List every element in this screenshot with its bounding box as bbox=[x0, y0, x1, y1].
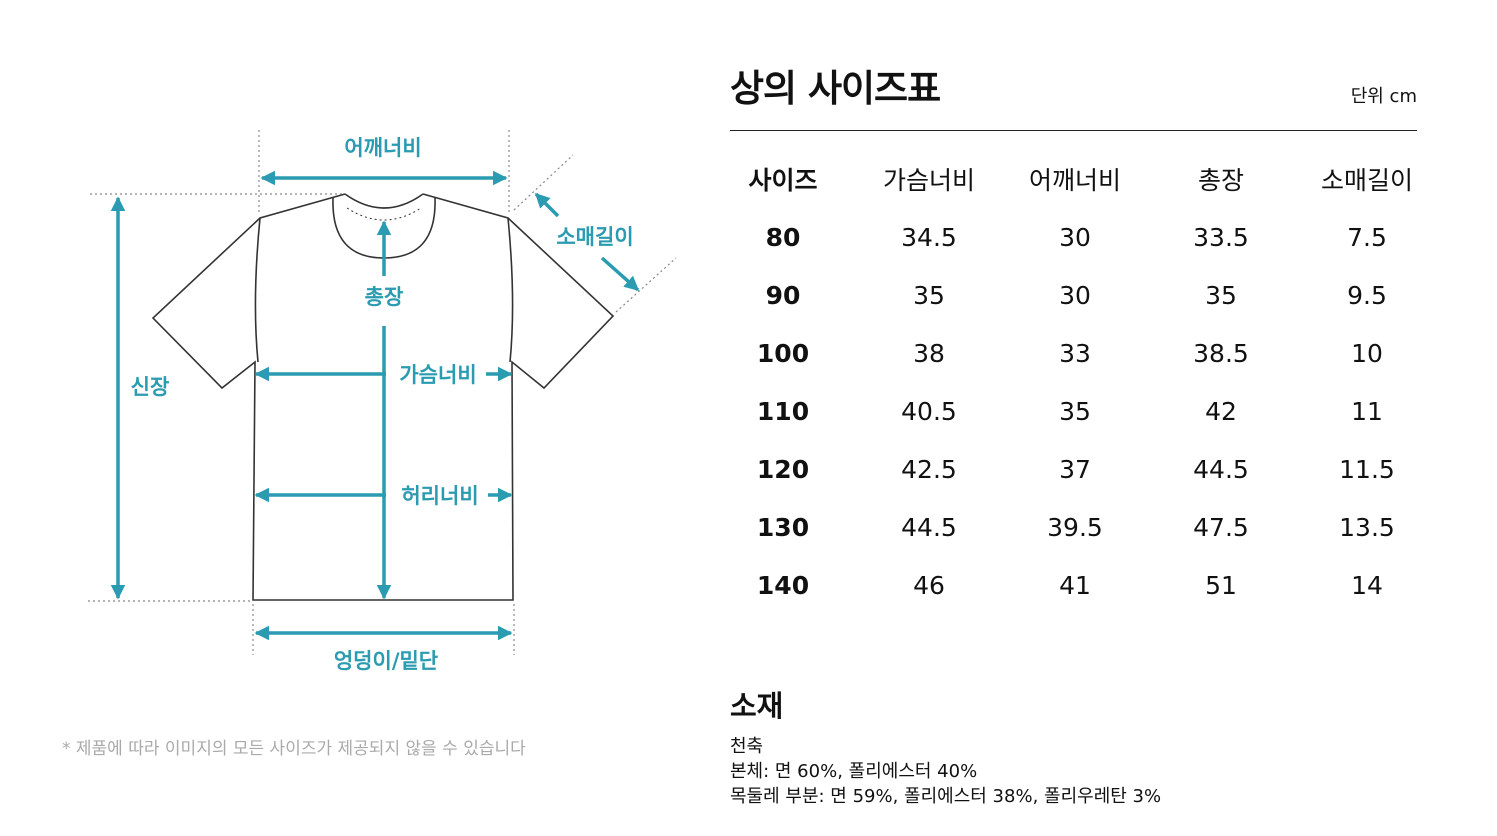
cell-length: 44.5 bbox=[1193, 454, 1249, 484]
measurement-arrows bbox=[110, 170, 640, 641]
header-shoulder: 어깨너비 bbox=[1028, 166, 1121, 195]
cell-shoulder: 30 bbox=[1059, 280, 1091, 310]
cell-sleeve: 13.5 bbox=[1339, 512, 1395, 542]
cell-size: 120 bbox=[756, 454, 810, 484]
length-label: 총장 bbox=[365, 285, 404, 309]
header-chest: 가슴너비 bbox=[882, 166, 975, 195]
disclaimer-note: * 제품에 따라 이미지의 모든 사이즈가 제공되지 않을 수 있습니다 bbox=[62, 739, 526, 759]
height-label: 신장 bbox=[131, 375, 170, 399]
material-line-neckline: 목둘레 부분: 면 59%, 폴리에스터 38%, 폴리우레탄 3% bbox=[730, 786, 1162, 807]
header-size: 사이즈 bbox=[748, 166, 818, 195]
table-row: 140 46 41 51 14 bbox=[710, 556, 1440, 614]
cell-shoulder: 30 bbox=[1059, 222, 1091, 252]
table-row: 90 35 30 35 9.5 bbox=[710, 266, 1440, 324]
material-details: 천축 본체: 면 60%, 폴리에스터 40% 목둘레 부분: 면 59%, 폴… bbox=[730, 734, 1161, 809]
chest-label: 가슴너비 bbox=[399, 363, 476, 387]
table-row: 100 38 33 38.5 10 bbox=[710, 324, 1440, 382]
cell-length: 35 bbox=[1205, 280, 1237, 310]
cell-length: 33.5 bbox=[1193, 222, 1249, 252]
hem-label: 엉덩이/밑단 bbox=[334, 649, 438, 673]
table-row: 80 34.5 30 33.5 7.5 bbox=[710, 208, 1440, 266]
cell-length: 47.5 bbox=[1193, 512, 1249, 542]
cell-sleeve: 9.5 bbox=[1347, 280, 1387, 310]
sleeve-arrow-up bbox=[534, 192, 560, 218]
cell-shoulder: 33 bbox=[1059, 338, 1091, 368]
cell-chest: 40.5 bbox=[901, 396, 957, 426]
size-table: 사이즈 가슴너비 어깨너비 총장 소매길이 80 34.5 30 33.5 7.… bbox=[710, 150, 1440, 614]
tshirt-measurement-diagram: 어깨너비 소매길이 총장 신장 가슴너비 허리너비 엉덩이/밑단 bbox=[88, 130, 677, 673]
material-line-body: 본체: 면 60%, 폴리에스터 40% bbox=[730, 761, 978, 782]
sleeve-label: 소매길이 bbox=[556, 225, 633, 249]
cell-sleeve: 10 bbox=[1351, 338, 1383, 368]
table-row: 120 42.5 37 44.5 11.5 bbox=[710, 440, 1440, 498]
title-divider bbox=[730, 130, 1417, 131]
cell-size: 100 bbox=[756, 338, 810, 368]
cell-sleeve: 11 bbox=[1351, 396, 1383, 426]
waist-label: 허리너비 bbox=[401, 484, 478, 508]
cell-length: 51 bbox=[1205, 570, 1237, 600]
unit-label: 단위 cm bbox=[1350, 86, 1417, 107]
size-chart-title: 상의 사이즈표 bbox=[730, 67, 941, 110]
cell-size: 130 bbox=[756, 512, 810, 542]
cell-sleeve: 14 bbox=[1351, 570, 1383, 600]
cell-size: 80 bbox=[765, 222, 801, 252]
cell-length: 42 bbox=[1205, 396, 1237, 426]
cell-shoulder: 37 bbox=[1059, 454, 1091, 484]
material-line-fabric: 천축 bbox=[730, 736, 764, 757]
cell-chest: 42.5 bbox=[901, 454, 957, 484]
table-row: 130 44.5 39.5 47.5 13.5 bbox=[710, 498, 1440, 556]
shoulder-label: 어깨너비 bbox=[344, 136, 421, 160]
cell-chest: 44.5 bbox=[901, 512, 957, 542]
cell-shoulder: 41 bbox=[1059, 570, 1091, 600]
cell-chest: 46 bbox=[913, 570, 945, 600]
cell-length: 38.5 bbox=[1193, 338, 1249, 368]
cell-shoulder: 35 bbox=[1059, 396, 1091, 426]
cell-sleeve: 7.5 bbox=[1347, 222, 1387, 252]
cell-chest: 38 bbox=[913, 338, 945, 368]
sleeve-arrow-down bbox=[600, 256, 640, 292]
guide-lines bbox=[88, 130, 677, 655]
cell-size: 110 bbox=[756, 396, 810, 426]
cell-sleeve: 11.5 bbox=[1339, 454, 1395, 484]
header-sleeve: 소매길이 bbox=[1320, 166, 1413, 195]
cell-shoulder: 39.5 bbox=[1047, 512, 1103, 542]
cell-chest: 35 bbox=[913, 280, 945, 310]
cell-chest: 34.5 bbox=[901, 222, 957, 252]
cell-size: 90 bbox=[765, 280, 801, 310]
header-length: 총장 bbox=[1197, 166, 1244, 195]
table-row: 110 40.5 35 42 11 bbox=[710, 382, 1440, 440]
cell-size: 140 bbox=[756, 570, 810, 600]
table-header-row: 사이즈 가슴너비 어깨너비 총장 소매길이 bbox=[710, 150, 1440, 208]
material-title: 소재 bbox=[730, 689, 784, 723]
